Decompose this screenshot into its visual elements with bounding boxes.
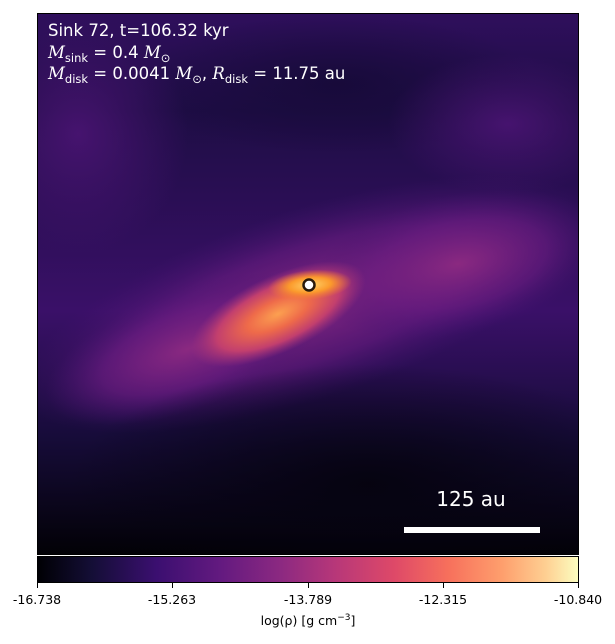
sink-marker (302, 278, 316, 292)
density-field (38, 14, 578, 554)
colorbar-tick (172, 583, 173, 588)
colorbar-tick-label: -15.263 (147, 592, 197, 607)
scale-bar-label: 125 au (436, 487, 506, 511)
colorbar-tick-label: -13.789 (283, 592, 333, 607)
colorbar-tick (578, 583, 579, 588)
colorbar (37, 556, 579, 583)
colorbar-tick (443, 583, 444, 588)
colorbar-tick-label: -10.840 (553, 592, 603, 607)
scale-bar (404, 527, 540, 533)
colorbar-tick (308, 583, 309, 588)
sink-time-label: Sink 72, t=106.32 kyr (48, 21, 229, 40)
sink-mass-label: Msink = 0.4 M⊙ (48, 43, 171, 65)
colorbar-label: log(ρ) [g cm−3] (260, 613, 356, 628)
colorbar-tick-label: -16.738 (12, 592, 62, 607)
colorbar-tick (37, 583, 38, 588)
density-map: Sink 72, t=106.32 kyr Msink = 0.4 M⊙ Mdi… (37, 13, 579, 555)
colorbar-tick-label: -12.315 (418, 592, 468, 607)
disk-properties-label: Mdisk = 0.0041 M⊙, Rdisk = 11.75 au (48, 64, 346, 86)
